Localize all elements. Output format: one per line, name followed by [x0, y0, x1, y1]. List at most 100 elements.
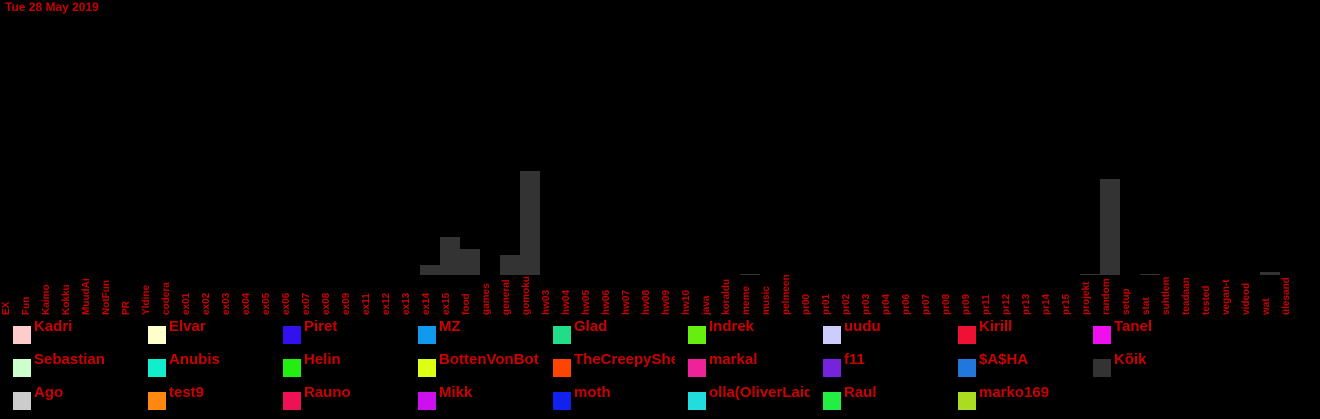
legend-label: MZ	[439, 318, 461, 335]
category-label: hw05	[581, 290, 592, 315]
legend-item: Rauno	[270, 382, 405, 412]
legend-swatch	[823, 392, 841, 410]
legend-label: moth	[574, 384, 611, 401]
legend-label: Ago	[34, 384, 64, 401]
category-label: ülesand	[1281, 277, 1292, 315]
category-label: EX	[1, 301, 12, 315]
category-label: hw03	[541, 290, 552, 315]
category-label: pr08	[941, 293, 952, 315]
category-label: pr02	[841, 293, 852, 315]
category-label: ex12	[381, 292, 392, 315]
category-label: ex04	[241, 292, 252, 315]
legend-swatch	[418, 326, 436, 344]
legend-swatch	[958, 392, 976, 410]
category-label: pr09	[961, 293, 972, 315]
category-label: projekt	[1081, 281, 1092, 315]
category-label: pr06	[901, 293, 912, 315]
legend-label: markal	[709, 351, 758, 368]
category-label: ex08	[321, 292, 332, 315]
legend-label: Piret	[304, 318, 338, 335]
legend-item: uudu	[810, 316, 945, 346]
legend-item: Glad	[540, 316, 675, 346]
bar-general	[500, 255, 520, 275]
date-label: Tue 28 May 2019	[5, 0, 99, 14]
legend-swatch	[418, 392, 436, 410]
category-label: hw07	[621, 290, 632, 315]
legend-item: Piret	[270, 316, 405, 346]
category-label: Kokku	[61, 284, 72, 315]
category-label: pr12	[1001, 293, 1012, 315]
category-label: food	[461, 293, 472, 315]
category-label: hw04	[561, 290, 572, 315]
category-label: ex03	[221, 292, 232, 315]
legend-label: Glad	[574, 318, 608, 335]
legend-item: test9	[135, 382, 270, 412]
legend-item: Sebastian	[0, 349, 135, 379]
category-label: codera	[161, 282, 172, 315]
legend-swatch	[283, 359, 301, 377]
category-label: hw08	[641, 290, 652, 315]
legend-label: BottenVonBot	[439, 351, 539, 368]
legend-label: Mikk	[439, 384, 473, 401]
bar-chart: EX Fun Kaimo Kokku MuudAi NotFun PR Yldine coder…	[1, 171, 1292, 316]
category-label: pr15	[1061, 293, 1072, 315]
legend-label: Helin	[304, 351, 341, 368]
legend-item: Kõik	[1080, 349, 1215, 379]
category-label: tested	[1201, 286, 1212, 315]
legend-label: marko169	[979, 384, 1050, 401]
legend-swatch	[13, 392, 31, 410]
legend-swatch	[148, 326, 166, 344]
legend-item: MZ	[405, 316, 540, 346]
category-label: teadaan	[1181, 277, 1192, 315]
bar-wat	[1260, 272, 1280, 275]
legend-swatch	[823, 359, 841, 377]
category-label: hw09	[661, 290, 672, 315]
category-label: ex09	[341, 292, 352, 315]
legend-label: Sebastian	[34, 351, 105, 368]
category-label: videod	[1241, 283, 1252, 315]
category-label: meme	[741, 286, 752, 315]
legend-item: Helin	[270, 349, 405, 379]
legend-label: $A$HA	[979, 351, 1029, 368]
category-label: ex14	[421, 292, 432, 315]
category-label: pr00	[801, 293, 812, 315]
category-label: MuudAi	[81, 278, 92, 315]
legend-swatch	[148, 359, 166, 377]
legend-item: TheCreepySheep	[540, 349, 675, 379]
legend-swatch	[688, 326, 706, 344]
category-label: suhtlem	[1161, 277, 1172, 315]
category-label: ex01	[181, 292, 192, 315]
legend-item: Indrek	[675, 316, 810, 346]
category-label: music	[761, 286, 772, 315]
legend-label: Indrek	[709, 318, 755, 335]
legend-label: test9	[169, 384, 205, 401]
category-label: general	[501, 279, 512, 315]
bar-projekt	[1080, 274, 1100, 275]
legend-swatch	[823, 326, 841, 344]
legend-swatch	[958, 359, 976, 377]
legend-label: Kõik	[1114, 351, 1147, 368]
legend-label: olla(OliverLaidre)	[709, 384, 810, 401]
category-label: pr01	[821, 293, 832, 315]
category-label: random	[1101, 278, 1112, 315]
category-label: ex05	[261, 292, 272, 315]
legend-item: Elvar	[135, 316, 270, 346]
legend-label: Elvar	[169, 318, 206, 335]
legend-item: marko169	[945, 382, 1080, 412]
legend-swatch	[688, 392, 706, 410]
legend-item: Kadri	[0, 316, 135, 346]
category-label: Fun	[21, 297, 32, 315]
category-label: ex06	[281, 292, 292, 315]
legend-swatch	[283, 392, 301, 410]
legend-item: Raul	[810, 382, 945, 412]
category-label: Yldine	[141, 285, 152, 315]
category-label: ex11	[361, 293, 372, 315]
category-label: games	[481, 283, 492, 315]
legend-item: Anubis	[135, 349, 270, 379]
legend-item: markal	[675, 349, 810, 379]
legend-label: f11	[844, 351, 865, 368]
legend-item: olla(OliverLaidre)	[675, 382, 810, 412]
legend-label: TheCreepySheep	[574, 351, 675, 368]
legend-swatch	[283, 326, 301, 344]
category-label: PR	[121, 300, 132, 315]
